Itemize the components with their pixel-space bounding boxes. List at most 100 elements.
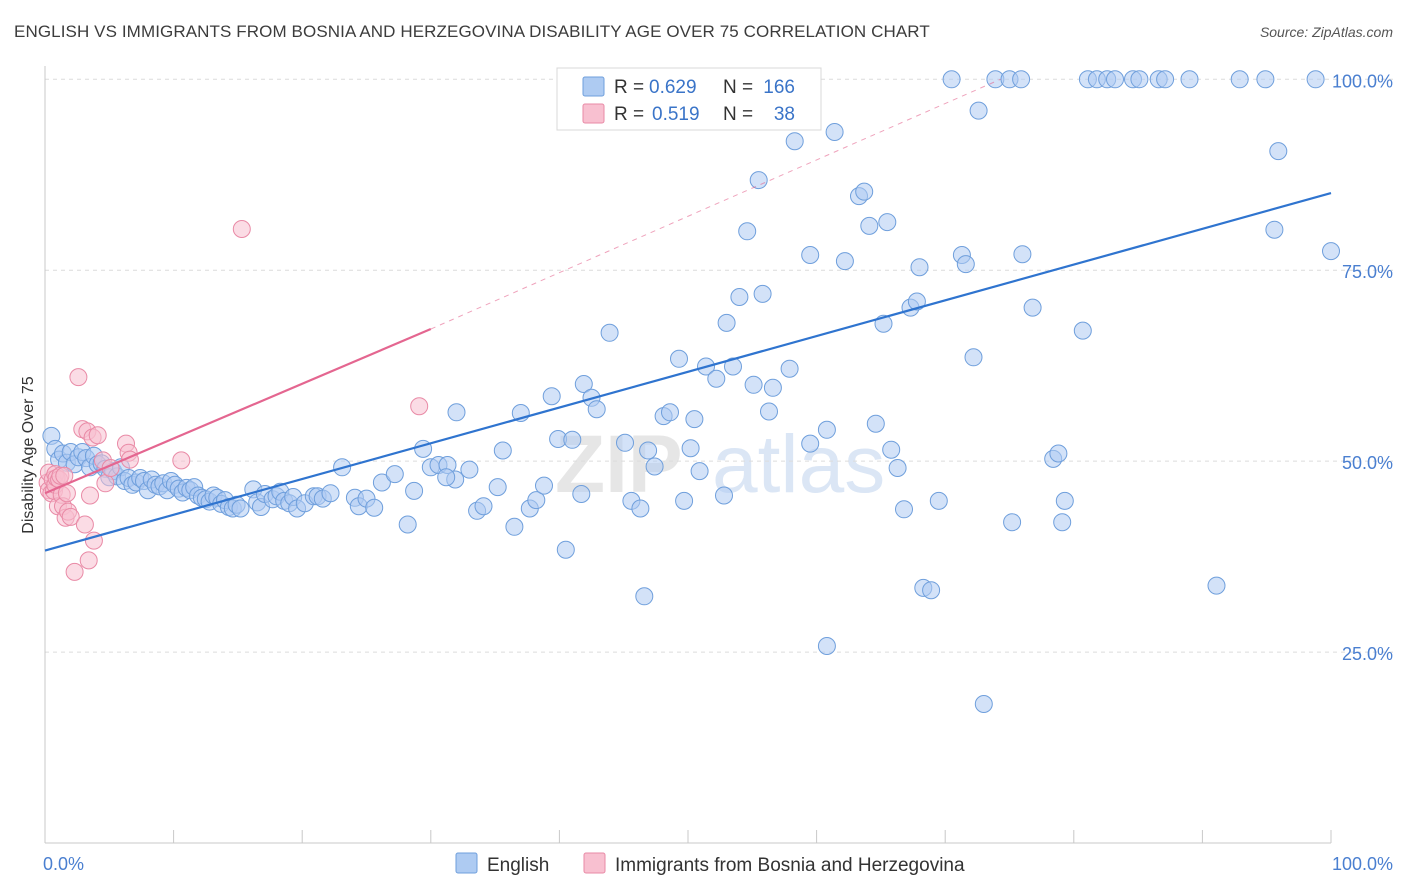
english-point xyxy=(1073,321,1092,340)
english-point xyxy=(365,498,384,517)
english-point xyxy=(437,468,456,487)
english-point xyxy=(922,581,941,600)
english-point xyxy=(763,378,782,397)
english-point xyxy=(572,485,591,503)
bosnia-point xyxy=(79,551,98,570)
english-point xyxy=(1207,576,1226,595)
watermark-atlas: atlas xyxy=(712,419,885,510)
english-point xyxy=(780,359,799,378)
source-credit: Source: ZipAtlas.com xyxy=(1259,24,1393,40)
english-point xyxy=(1023,298,1042,317)
english-point xyxy=(730,288,749,306)
english-point xyxy=(398,515,417,534)
bosnia-point xyxy=(65,562,84,581)
legend-swatch-english xyxy=(455,852,478,874)
english-point xyxy=(681,439,700,458)
english-point xyxy=(670,349,688,368)
english-point xyxy=(717,313,736,332)
english-point xyxy=(825,123,844,141)
english-point xyxy=(860,216,879,235)
english-point xyxy=(1012,70,1031,89)
english-point xyxy=(1013,245,1032,264)
english-point xyxy=(907,292,926,311)
bosnia-trend-extension xyxy=(430,78,1001,330)
stats-r-value-english: 0.629 xyxy=(649,77,697,98)
english-point xyxy=(527,491,546,510)
english-point xyxy=(635,587,654,606)
x-tick-label-max: 100.0% xyxy=(1332,854,1393,874)
english-point xyxy=(801,434,820,453)
english-point xyxy=(535,476,553,495)
english-point xyxy=(675,491,694,510)
bosnia-point xyxy=(172,451,191,470)
english-point xyxy=(405,481,424,500)
english-point xyxy=(556,540,575,559)
english-point xyxy=(1130,70,1149,89)
english-point xyxy=(447,403,466,422)
english-point xyxy=(910,258,929,277)
english-point xyxy=(1180,70,1199,89)
y-tick-label-100: 100.0% xyxy=(1332,71,1393,91)
english-point xyxy=(895,500,913,519)
stats-swatch-bosnia xyxy=(582,103,605,124)
english-point xyxy=(1265,220,1284,239)
english-point xyxy=(1053,513,1072,532)
english-point xyxy=(888,459,907,477)
legend: English Immigrants from Bosnia and Herze… xyxy=(455,852,965,876)
english-point xyxy=(587,400,606,419)
english-point xyxy=(1306,70,1325,89)
english-point xyxy=(753,284,772,303)
page-title: ENGLISH VS IMMIGRANTS FROM BOSNIA AND HE… xyxy=(14,22,930,41)
english-point xyxy=(563,430,582,449)
english-point xyxy=(1106,70,1124,89)
trend-lines xyxy=(44,78,1332,552)
english-point xyxy=(231,499,250,518)
english-trend-line xyxy=(44,192,1332,552)
stats-r-label-english: R = xyxy=(614,77,644,98)
bosnia-points xyxy=(38,220,429,581)
english-point xyxy=(817,637,836,655)
english-point xyxy=(866,414,885,433)
english-point xyxy=(1256,70,1275,89)
y-tick-labels: 25.0% 50.0% 75.0% 100.0% xyxy=(1332,71,1393,664)
english-point xyxy=(372,473,391,492)
english-point xyxy=(882,440,901,459)
english-point xyxy=(1003,513,1022,532)
y-tick-label-50: 50.0% xyxy=(1342,453,1393,473)
legend-swatch-bosnia xyxy=(583,852,606,874)
bosnia-point xyxy=(69,368,88,387)
english-point xyxy=(1322,242,1340,261)
english-point xyxy=(661,403,679,422)
bosnia-point xyxy=(61,507,80,526)
english-point xyxy=(835,252,854,271)
english-point xyxy=(474,497,493,516)
english-point xyxy=(505,517,524,536)
english-point xyxy=(542,387,561,406)
english-point xyxy=(974,695,993,713)
english-point xyxy=(574,375,593,393)
stats-n-label-bosnia: N = xyxy=(723,104,753,125)
stats-n-label-english: N = xyxy=(723,77,753,98)
english-point xyxy=(631,499,650,518)
x-tick-label-min: 0.0% xyxy=(43,854,84,874)
english-point xyxy=(785,132,804,151)
english-point xyxy=(1049,444,1068,463)
english-point xyxy=(1269,142,1288,161)
bosnia-trend-line xyxy=(44,328,432,495)
english-point xyxy=(855,182,874,201)
english-point xyxy=(321,484,340,503)
english-point xyxy=(1055,491,1074,510)
stats-r-label-bosnia: R = xyxy=(614,104,644,125)
english-point xyxy=(600,323,619,342)
english-point xyxy=(964,348,983,367)
english-point xyxy=(1230,70,1249,89)
legend-label-bosnia: Immigrants from Bosnia and Herzegovina xyxy=(615,855,965,876)
y-axis-label: Disability Age Over 75 xyxy=(20,376,37,534)
english-point xyxy=(460,460,479,479)
english-point xyxy=(690,462,709,481)
bosnia-point xyxy=(96,474,115,493)
english-point xyxy=(493,441,512,460)
english-point xyxy=(1156,70,1175,89)
stats-box: R = 0.629 N = 166 R = 0.519 N = 38 xyxy=(556,67,822,131)
